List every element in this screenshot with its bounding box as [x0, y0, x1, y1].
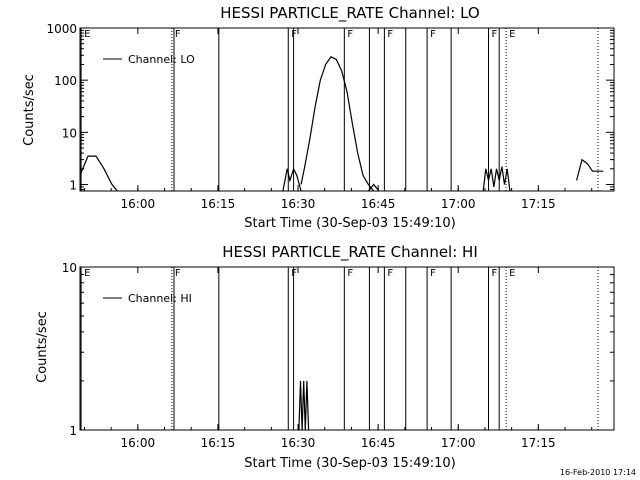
hi-y-tick-label: 10	[62, 261, 77, 275]
hi-x-tick-label: 17:15	[521, 436, 556, 450]
lo-x-axis-label: Start Time (30-Sep-03 15:49:10)	[244, 216, 455, 231]
lo-y-axis-label: Counts/sec	[22, 74, 37, 146]
hi-x-tick-label: 16:30	[281, 436, 316, 450]
hi-legend-label: Channel: HI	[128, 292, 192, 305]
lo-event-marker-label: E	[509, 29, 515, 40]
hi-event-marker-label: F	[347, 268, 353, 279]
hi-series-line	[298, 380, 310, 431]
lo-series-line	[576, 158, 604, 181]
lo-event-marker-label: F	[175, 29, 181, 40]
lo-event-marker-label: F	[492, 29, 498, 40]
lo-chart-title: HESSI PARTICLE_RATE Channel: LO	[220, 4, 479, 23]
lo-x-tick-label: 17:15	[521, 197, 556, 211]
hi-y-axis-label: Counts/sec	[35, 311, 50, 383]
lo-plot-frame	[79, 27, 615, 192]
lo-series-line	[300, 56, 375, 192]
hi-event-marker-label: F	[387, 268, 393, 279]
hi-x-tick-label: 16:45	[361, 436, 396, 450]
lo-event-marker-label: F	[387, 29, 393, 40]
hi-x-tick-label: 16:00	[121, 436, 156, 450]
hi-x-tick-label: 17:00	[441, 436, 476, 450]
hi-event-marker-label: F	[291, 268, 297, 279]
lo-legend-label: Channel: LO	[128, 53, 195, 66]
lo-series-line	[282, 167, 302, 192]
lo-y-tick-label: 1000	[46, 22, 77, 36]
lo-event-marker-label: E	[84, 29, 90, 40]
lo-x-tick-label: 17:00	[441, 197, 476, 211]
lo-x-tick-label: 16:15	[201, 197, 236, 211]
footer-timestamp: 16-Feb-2010 17:14	[560, 468, 636, 477]
lo-x-tick-label: 16:45	[361, 197, 396, 211]
hi-event-marker-label: E	[84, 268, 90, 279]
lo-series-line	[482, 166, 511, 192]
lo-channel-panel: HESSI PARTICLE_RATE Channel: LO Counts/s…	[22, 4, 615, 231]
lo-event-marker-label: F	[430, 29, 436, 40]
lo-x-tick-label: 16:30	[281, 197, 316, 211]
lo-y-tick-label: 10	[62, 126, 77, 140]
hi-event-marker-label: E	[509, 268, 515, 279]
hi-event-marker-label: F	[175, 268, 181, 279]
lo-legend: Channel: LO	[103, 53, 195, 66]
hi-x-axis-label: Start Time (30-Sep-03 15:49:10)	[244, 456, 455, 471]
lo-event-marker-label: F	[291, 29, 297, 40]
hi-y-tick-label: 1	[69, 424, 77, 438]
lo-x-tick-label: 16:00	[121, 197, 156, 211]
lo-series-line	[367, 183, 380, 192]
lo-event-marker-label: F	[347, 29, 353, 40]
lo-y-tick-label: 100	[54, 74, 77, 88]
hi-chart-title: HESSI PARTICLE_RATE Channel: HI	[222, 243, 478, 262]
hi-legend: Channel: HI	[103, 292, 192, 305]
hi-event-marker-label: F	[430, 268, 436, 279]
hi-channel-panel: HESSI PARTICLE_RATE Channel: HI Counts/s…	[35, 243, 615, 471]
lo-series-line	[79, 155, 118, 192]
hi-plot-frame	[79, 266, 615, 431]
hi-x-tick-label: 16:15	[201, 436, 236, 450]
hi-event-marker-label: F	[492, 268, 498, 279]
lo-y-tick-label: 1	[69, 178, 77, 192]
